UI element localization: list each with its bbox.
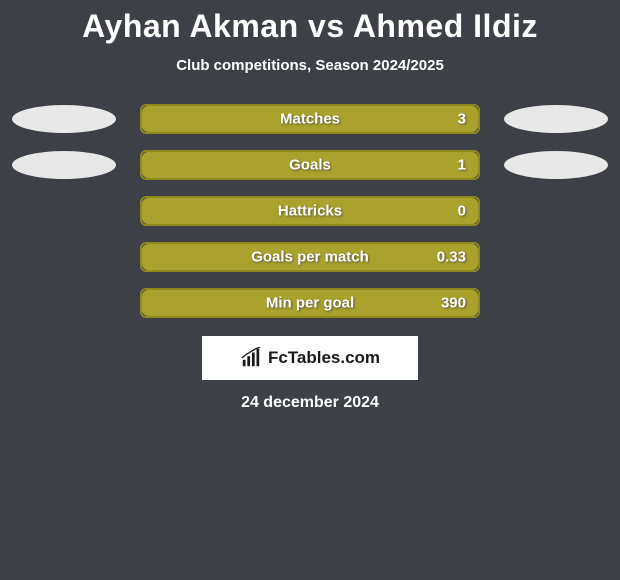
stat-label: Matches — [280, 111, 340, 128]
stat-label: Hattricks — [278, 203, 342, 220]
stat-bar: Goals per match 0.33 — [140, 242, 480, 272]
logo-box[interactable]: FcTables.com — [202, 336, 418, 380]
stat-value: 390 — [441, 295, 466, 312]
player-right-oval — [504, 151, 608, 179]
stat-row: Matches 3 — [0, 104, 620, 134]
stat-row: Goals per match 0.33 — [0, 242, 620, 272]
stat-bar: Goals 1 — [140, 150, 480, 180]
stat-value: 1 — [458, 157, 466, 174]
date: 24 december 2024 — [0, 394, 620, 412]
stats-list: Matches 3 Goals 1 Hattricks 0 Goals per match 0… — [0, 104, 620, 318]
stat-label: Goals — [289, 157, 331, 174]
stat-label: Min per goal — [266, 295, 354, 312]
stat-row: Goals 1 — [0, 150, 620, 180]
logo-text: FcTables.com — [268, 348, 380, 368]
stat-value: 3 — [458, 111, 466, 128]
stat-value: 0.33 — [437, 249, 466, 266]
stat-row: Min per goal 390 — [0, 288, 620, 318]
stat-bar: Min per goal 390 — [140, 288, 480, 318]
title: Ayhan Akman vs Ahmed Ildiz — [0, 8, 620, 45]
stat-value: 0 — [458, 203, 466, 220]
stat-bar: Matches 3 — [140, 104, 480, 134]
stat-row: Hattricks 0 — [0, 196, 620, 226]
chart-icon — [240, 347, 262, 369]
stat-label: Goals per match — [251, 249, 369, 266]
stat-bar: Hattricks 0 — [140, 196, 480, 226]
player-left-oval — [12, 151, 116, 179]
player-left-oval — [12, 105, 116, 133]
comparison-card: Ayhan Akman vs Ahmed Ildiz Club competit… — [0, 0, 620, 412]
player-right-oval — [504, 105, 608, 133]
subtitle: Club competitions, Season 2024/2025 — [0, 57, 620, 74]
